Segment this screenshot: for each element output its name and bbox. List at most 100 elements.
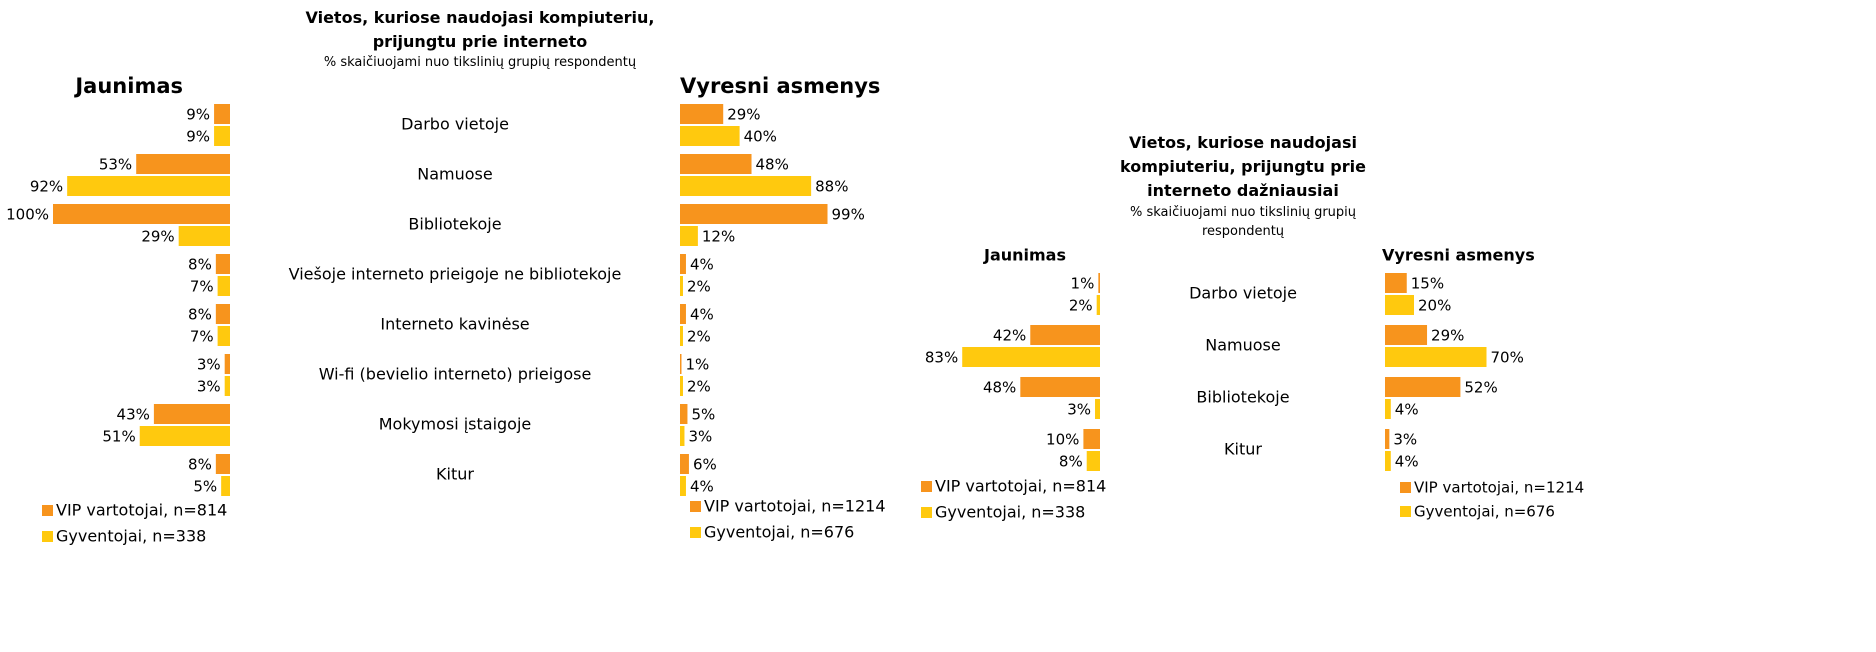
bar: [680, 254, 686, 274]
bar: [680, 276, 683, 296]
category-label: Kitur: [1224, 440, 1262, 459]
value-label: 29%: [1431, 327, 1464, 345]
value-label: 10%: [1046, 431, 1079, 449]
value-label: 3%: [688, 428, 712, 446]
value-label: 4%: [690, 478, 714, 496]
value-label: 53%: [99, 156, 132, 174]
value-label: 3%: [197, 378, 221, 396]
value-label: 3%: [197, 356, 221, 374]
value-label: 15%: [1411, 275, 1444, 293]
bar: [1095, 399, 1100, 419]
bar: [1385, 429, 1390, 449]
bar: [53, 204, 230, 224]
chart-subtitle: % skaičiuojami nuo tikslinių grupių resp…: [323, 55, 637, 70]
value-label: 70%: [1491, 349, 1524, 367]
bar: [67, 176, 230, 196]
legend-label: VIP vartotojai, n=1214: [704, 497, 886, 516]
value-label: 88%: [815, 178, 848, 196]
value-label: 2%: [1069, 297, 1093, 315]
value-label: 4%: [690, 256, 714, 274]
category-label: Darbo vietoje: [401, 115, 509, 134]
value-label: 42%: [993, 327, 1026, 345]
legend-swatch: [921, 507, 932, 518]
bar: [153, 404, 230, 424]
value-label: 43%: [117, 406, 150, 424]
value-label: 1%: [685, 356, 709, 374]
legend-swatch: [921, 481, 932, 492]
value-label: 12%: [702, 228, 735, 246]
bar: [1020, 377, 1100, 397]
bar: [215, 304, 230, 324]
category-label: Viešoje interneto prieigoje ne bibliotek…: [289, 265, 622, 284]
value-label: 3%: [1067, 401, 1091, 419]
bar: [215, 454, 230, 474]
bar: [680, 126, 740, 146]
bar: [1385, 325, 1428, 345]
legend-label: Gyventojai, n=338: [935, 503, 1085, 522]
bar: [178, 226, 230, 246]
value-label: 51%: [102, 428, 135, 446]
legend-label: Gyventojai, n=676: [1414, 503, 1555, 521]
value-label: 83%: [925, 349, 958, 367]
value-label: 8%: [188, 456, 212, 474]
value-label: 9%: [186, 128, 210, 146]
bar: [1098, 273, 1100, 293]
category-label: Mokymosi įstaigoje: [379, 415, 532, 434]
bar: [962, 347, 1100, 367]
value-label: 3%: [1393, 431, 1417, 449]
legend-swatch: [42, 505, 53, 516]
chart-title: Vietos, kuriose naudojasi kompiuteriu, p…: [1120, 133, 1366, 200]
bar: [680, 426, 685, 446]
value-label: 5%: [193, 478, 217, 496]
bar: [680, 476, 686, 496]
bar: [224, 376, 230, 396]
chart-subtitle: % skaičiuojami nuo tikslinių grupių resp…: [1129, 205, 1357, 239]
panel-title: Vyresni asmenys: [680, 74, 880, 98]
chart-title: Vietos, kuriose naudojasi kompiuteriu, p…: [305, 8, 655, 51]
value-label: 7%: [190, 328, 214, 346]
value-label: 8%: [1059, 453, 1083, 471]
bar: [680, 154, 752, 174]
value-label: 100%: [6, 206, 49, 224]
value-label: 4%: [1395, 453, 1419, 471]
value-label: 29%: [141, 228, 174, 246]
bar: [221, 476, 230, 496]
bar: [1086, 451, 1100, 471]
bar: [214, 126, 230, 146]
bar: [1385, 377, 1461, 397]
bar: [1385, 451, 1391, 471]
value-label: 2%: [687, 328, 711, 346]
bar: [1385, 347, 1487, 367]
bar: [680, 454, 689, 474]
bar: [680, 304, 686, 324]
category-label: Bibliotekoje: [408, 215, 501, 234]
bar: [680, 326, 683, 346]
value-label: 7%: [190, 278, 214, 296]
value-label: 8%: [188, 256, 212, 274]
bar: [1385, 295, 1414, 315]
bar: [680, 354, 682, 374]
legend-swatch: [690, 501, 701, 512]
value-label: 20%: [1418, 297, 1451, 315]
bar: [1083, 429, 1100, 449]
legend-label: VIP vartotojai, n=1214: [1414, 479, 1584, 497]
bar: [680, 104, 724, 124]
panel-title: Jaunimas: [73, 74, 183, 98]
bar: [217, 326, 230, 346]
legend-swatch: [1400, 506, 1411, 517]
bar: [680, 226, 698, 246]
bar: [1385, 399, 1391, 419]
value-label: 92%: [30, 178, 63, 196]
bar: [1385, 273, 1407, 293]
panel-title: Vyresni asmenys: [1382, 246, 1535, 265]
legend-swatch: [42, 531, 53, 542]
value-label: 99%: [832, 206, 865, 224]
category-label: Bibliotekoje: [1196, 388, 1289, 407]
legend-label: Gyventojai, n=676: [704, 523, 854, 542]
value-label: 40%: [744, 128, 777, 146]
legend-label: VIP vartotojai, n=814: [56, 501, 227, 520]
value-label: 6%: [693, 456, 717, 474]
category-label: Kitur: [436, 465, 474, 484]
